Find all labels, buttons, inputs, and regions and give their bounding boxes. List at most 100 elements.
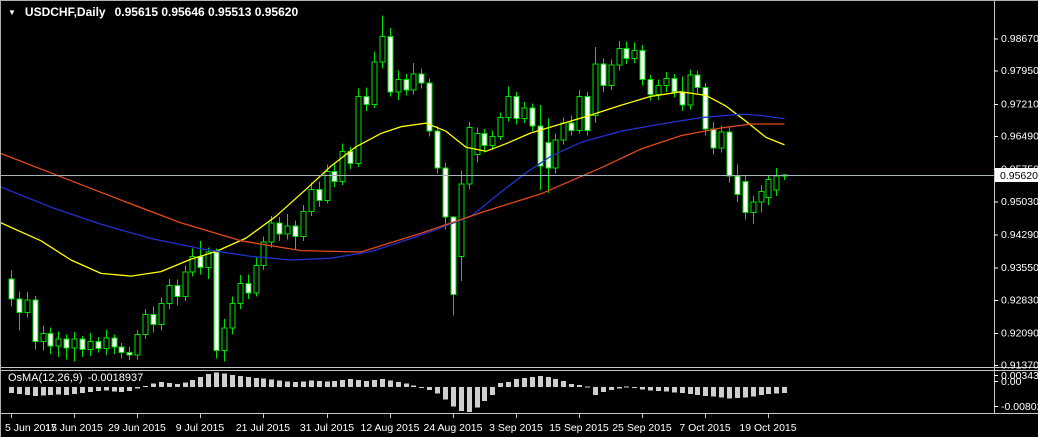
- osma-bar-negative: [135, 387, 140, 389]
- osma-bar-positive: [261, 378, 266, 387]
- bear-candle-body: [545, 141, 552, 169]
- osma-bar-positive: [624, 386, 629, 388]
- collapse-arrow-icon[interactable]: ▼: [8, 7, 16, 17]
- bull-candle-body: [355, 95, 362, 164]
- price-axis-label: 0.91370: [1001, 360, 1038, 372]
- osma-bar-negative: [632, 387, 637, 388]
- bear-candle-body: [671, 77, 678, 93]
- candle: [158, 297, 165, 331]
- candle: [355, 88, 362, 167]
- osma-bar-positive: [522, 377, 527, 387]
- candle: [663, 72, 670, 92]
- candle: [55, 331, 62, 358]
- candle: [513, 91, 520, 125]
- osma-bar-positive: [285, 381, 290, 387]
- price-axis-label: 0.92090: [1001, 327, 1038, 339]
- candle: [576, 89, 583, 134]
- candle: [489, 130, 496, 150]
- price-axis: 0.986700.979500.972100.964900.957500.950…: [994, 33, 1038, 372]
- bull-candle-body: [718, 131, 725, 149]
- osma-bar-positive: [317, 381, 322, 387]
- bull-candle-body: [308, 188, 315, 213]
- candle: [545, 118, 552, 193]
- osma-bar-negative: [451, 387, 456, 407]
- candle: [118, 343, 125, 359]
- candle: [600, 58, 607, 92]
- osma-axis-label: -0.008026: [1001, 401, 1038, 413]
- osma-bar-positive: [301, 381, 306, 387]
- candle: [442, 162, 449, 230]
- osma-bar-negative: [727, 387, 732, 399]
- osma-bar-negative: [751, 387, 756, 397]
- candle: [182, 265, 189, 302]
- candle: [205, 247, 212, 279]
- price-axis-label: 0.96490: [1001, 131, 1038, 143]
- candle: [584, 91, 591, 136]
- candle: [63, 334, 70, 360]
- osma-bar-positive: [277, 380, 282, 387]
- osma-bar-positive: [372, 380, 377, 387]
- ma-medium-line: [1, 113, 785, 261]
- bear-candle-body: [95, 340, 102, 350]
- candle: [40, 325, 47, 351]
- osma-bar-negative: [64, 387, 69, 396]
- bull-candle-body: [410, 73, 417, 91]
- candle: [221, 319, 228, 362]
- candle: [765, 175, 772, 205]
- candle: [521, 102, 528, 124]
- bull-candle-body: [687, 74, 694, 106]
- candle: [324, 164, 331, 204]
- candle: [371, 51, 378, 108]
- bear-candle-body: [568, 122, 575, 131]
- osma-bar-positive: [254, 377, 259, 387]
- chart-title: ▼ USDCHF,Daily 0.95615 0.95646 0.95513 0…: [8, 5, 298, 19]
- bull-candle-body: [750, 201, 757, 214]
- bear-candle-body: [434, 130, 441, 169]
- bull-candle-body: [103, 337, 110, 350]
- date-axis-label: 5 Jun 2015: [5, 422, 57, 434]
- osma-bar-negative: [25, 387, 30, 395]
- osma-bar-positive: [183, 382, 188, 387]
- candle: [758, 184, 765, 213]
- osma-bar-positive: [569, 383, 574, 387]
- osma-bar-negative: [640, 387, 645, 390]
- bear-candle-body: [387, 35, 394, 93]
- bear-candle-body: [111, 337, 118, 348]
- candle: [16, 291, 23, 331]
- osma-bar-negative: [735, 387, 740, 398]
- candle: [229, 296, 236, 335]
- candle: [387, 28, 394, 97]
- candle: [245, 274, 252, 299]
- ohlc-quote: 0.95615 0.95646 0.95513 0.95620: [114, 5, 299, 19]
- osma-bar-negative: [782, 387, 787, 393]
- bear-candle-body: [47, 332, 54, 347]
- candle: [253, 257, 260, 297]
- bear-candle-body: [63, 338, 70, 349]
- bear-candle-body: [450, 216, 457, 295]
- bull-candle-body: [371, 61, 378, 105]
- osma-bar-positive: [380, 379, 385, 387]
- bear-candle-body: [647, 79, 654, 95]
- date-axis-label: 19 Oct 2015: [739, 422, 796, 434]
- osma-bar-positive: [546, 377, 551, 387]
- bull-candle-body: [474, 132, 481, 155]
- osma-bar-positive: [404, 383, 409, 387]
- bull-candle-body: [592, 63, 599, 116]
- bear-candle-body: [174, 285, 181, 298]
- osma-bar-negative: [656, 387, 661, 392]
- bull-candle-body: [142, 314, 149, 336]
- candle: [639, 45, 646, 86]
- bull-candle-body: [134, 334, 141, 356]
- osma-bar-positive: [190, 380, 195, 387]
- date-axis-label: 7 Oct 2015: [679, 422, 731, 434]
- osma-axis: 0.0034340.00 -0.008026: [994, 370, 1038, 413]
- ma-fast-line: [1, 91, 785, 277]
- bull-candle-body: [631, 50, 638, 60]
- bull-candle-body: [497, 117, 504, 138]
- osma-bar-positive: [348, 379, 353, 387]
- bull-candle-body: [466, 127, 473, 185]
